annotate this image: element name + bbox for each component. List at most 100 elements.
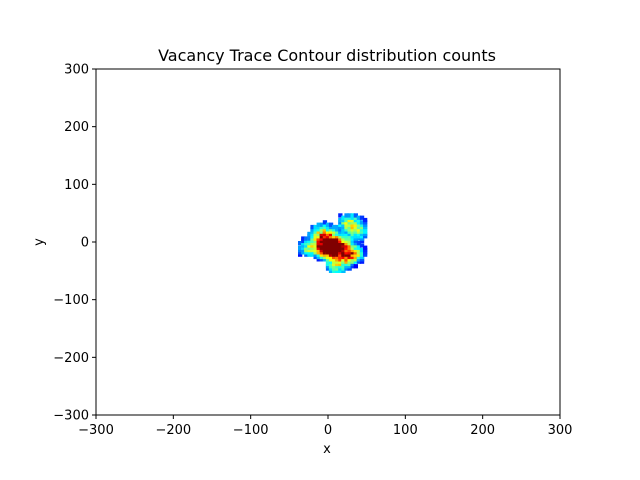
density-cell — [307, 245, 312, 250]
density-cell — [328, 247, 334, 253]
density-cell — [338, 241, 343, 246]
density-cell — [359, 220, 365, 225]
density-cell — [341, 261, 346, 267]
density-cell — [356, 250, 362, 255]
density-cell — [307, 234, 312, 239]
density-cell — [335, 252, 340, 257]
density-cell — [313, 238, 318, 243]
density-cell — [335, 266, 340, 271]
density-cell — [325, 250, 331, 255]
density-cell — [350, 227, 355, 232]
density-cell — [316, 254, 321, 260]
density-cell — [313, 250, 318, 255]
density-cell — [359, 227, 365, 232]
density-cell — [341, 252, 346, 257]
density-cell — [359, 229, 365, 234]
density-cell — [353, 217, 358, 223]
density-cell — [313, 254, 318, 260]
density-cell — [356, 234, 362, 239]
density-cell — [332, 245, 337, 250]
density-cell — [322, 220, 328, 225]
density-cell — [344, 215, 349, 220]
density-cell — [350, 222, 355, 227]
x-tick-label: 300 — [548, 423, 573, 438]
chart-title: Vacancy Trace Contour distribution count… — [158, 46, 496, 65]
density-cell — [313, 247, 318, 253]
density-cell — [316, 236, 321, 241]
density-cell — [301, 243, 306, 248]
density-cell — [363, 222, 368, 227]
density-cell — [338, 236, 343, 241]
density-cell — [353, 241, 358, 246]
density-cell — [313, 224, 318, 230]
y-axis-title: y — [32, 238, 47, 246]
density-cell — [347, 231, 352, 237]
density-cell — [359, 257, 365, 262]
density-cell — [322, 227, 328, 232]
density-cell — [344, 264, 349, 269]
density-cell — [304, 243, 309, 248]
density-cell — [313, 231, 318, 237]
density-cell — [341, 224, 346, 230]
density-cell — [316, 224, 321, 230]
density-cell — [310, 227, 315, 232]
density-cell — [310, 236, 315, 241]
density-cell — [325, 236, 331, 241]
density-cell — [347, 224, 352, 230]
density-cell — [301, 245, 306, 250]
density-cell — [319, 252, 324, 257]
density-cell — [347, 250, 352, 255]
x-tick-label: 100 — [393, 423, 418, 438]
density-cell — [335, 224, 340, 230]
density-cell — [347, 215, 352, 220]
density-cell — [359, 238, 365, 243]
density-cell — [307, 238, 312, 243]
density-cell — [356, 227, 362, 232]
density-cell — [347, 266, 352, 271]
density-cell — [359, 252, 365, 257]
density-cell — [313, 245, 318, 250]
density-cell — [338, 268, 343, 273]
density-cell — [338, 257, 343, 262]
density-cell — [356, 215, 362, 220]
y-axis: −300 −200 −100 0 100 200 300 — [53, 63, 96, 424]
density-cell — [363, 252, 368, 257]
density-cell — [338, 266, 343, 271]
density-cell — [325, 252, 331, 257]
density-cell — [319, 231, 324, 237]
density-cell — [347, 261, 352, 267]
density-cell — [328, 224, 334, 230]
density-cell — [338, 245, 343, 250]
y-tick-label: 0 — [81, 236, 89, 251]
density-cell — [335, 227, 340, 232]
density-cell — [347, 213, 352, 218]
density-cell — [353, 245, 358, 250]
density-cell — [335, 243, 340, 248]
density-cell — [359, 222, 365, 227]
density-cell — [328, 227, 334, 232]
density-cell — [356, 252, 362, 257]
density-cell — [304, 252, 309, 257]
density-cell — [344, 257, 349, 262]
density-cell — [338, 261, 343, 267]
density-cell — [350, 229, 355, 234]
density-cell — [347, 234, 352, 239]
y-tick-label: −200 — [53, 351, 89, 366]
density-cell — [344, 266, 349, 271]
density-cell — [328, 252, 334, 257]
density-cell — [325, 229, 331, 234]
density-cell — [322, 247, 328, 253]
density-cell — [350, 247, 355, 253]
x-tick-label: −100 — [233, 423, 269, 438]
x-axis: −300 −200 −100 0 100 200 300 — [78, 415, 572, 438]
density-cell — [350, 238, 355, 243]
density-cell — [316, 257, 321, 262]
density-cell — [344, 227, 349, 232]
density-cell — [356, 231, 362, 237]
density-cell — [310, 247, 315, 253]
density-cell — [322, 236, 328, 241]
density-cell — [353, 224, 358, 230]
density-cell — [356, 243, 362, 248]
density-cell — [332, 252, 337, 257]
density-cell — [344, 220, 349, 225]
